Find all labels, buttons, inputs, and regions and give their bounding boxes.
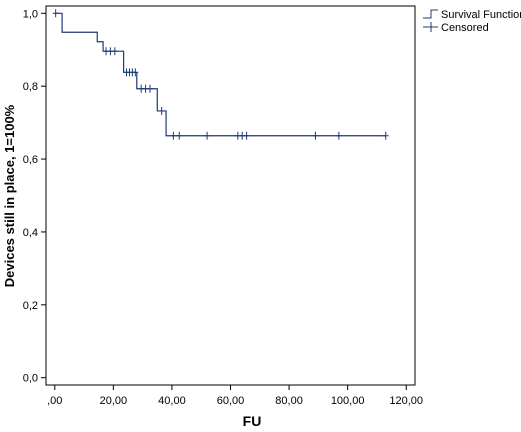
censored-marker: [170, 131, 177, 140]
x-tick-label: 100,00: [331, 395, 365, 407]
censored-marker: [382, 131, 389, 140]
censored-markers: [52, 9, 389, 140]
y-tick-label: 0,4: [23, 227, 38, 239]
plot-area: [45, 5, 416, 386]
censored-marker: [243, 131, 250, 140]
y-tick-label: 0,8: [23, 81, 38, 93]
censored-marker: [176, 131, 183, 140]
x-tick-label: 20,00: [100, 395, 128, 407]
censored-marker: [52, 9, 59, 18]
x-axis-title: FU: [243, 413, 262, 429]
censored-marker: [312, 131, 319, 140]
censored-marker: [158, 106, 165, 115]
y-tick-label: 0,2: [23, 300, 38, 312]
y-tick-label: 1,0: [23, 8, 38, 20]
legend-censored-label: Censored: [441, 22, 489, 34]
x-tick-label: 40,00: [158, 395, 186, 407]
censored-marker: [204, 131, 211, 140]
legend-censored-swatch: [423, 22, 438, 32]
legend-survival-label: Survival Function: [441, 9, 521, 21]
censored-marker: [111, 47, 118, 56]
x-tick-label: 120,00: [389, 395, 423, 407]
legend: Survival Function Censored: [423, 9, 521, 34]
x-tick-label: 80,00: [275, 395, 303, 407]
y-tick-label: 0,6: [23, 154, 38, 166]
censored-marker: [132, 68, 139, 77]
y-axis-title: Devices still in place, 1=100%: [2, 104, 17, 287]
x-tick-label: ,00: [47, 395, 62, 407]
censored-marker: [335, 131, 342, 140]
legend-survival-swatch: [423, 9, 438, 19]
y-axis: 0,0 0,2 0,4 0,6 0,8 1,0: [23, 8, 46, 385]
x-tick-label: 60,00: [217, 395, 245, 407]
y-tick-label: 0,0: [23, 373, 38, 385]
x-axis: ,00 20,00 40,00 60,00 80,00 100,00 120,00: [47, 385, 423, 407]
censored-marker: [146, 84, 153, 93]
